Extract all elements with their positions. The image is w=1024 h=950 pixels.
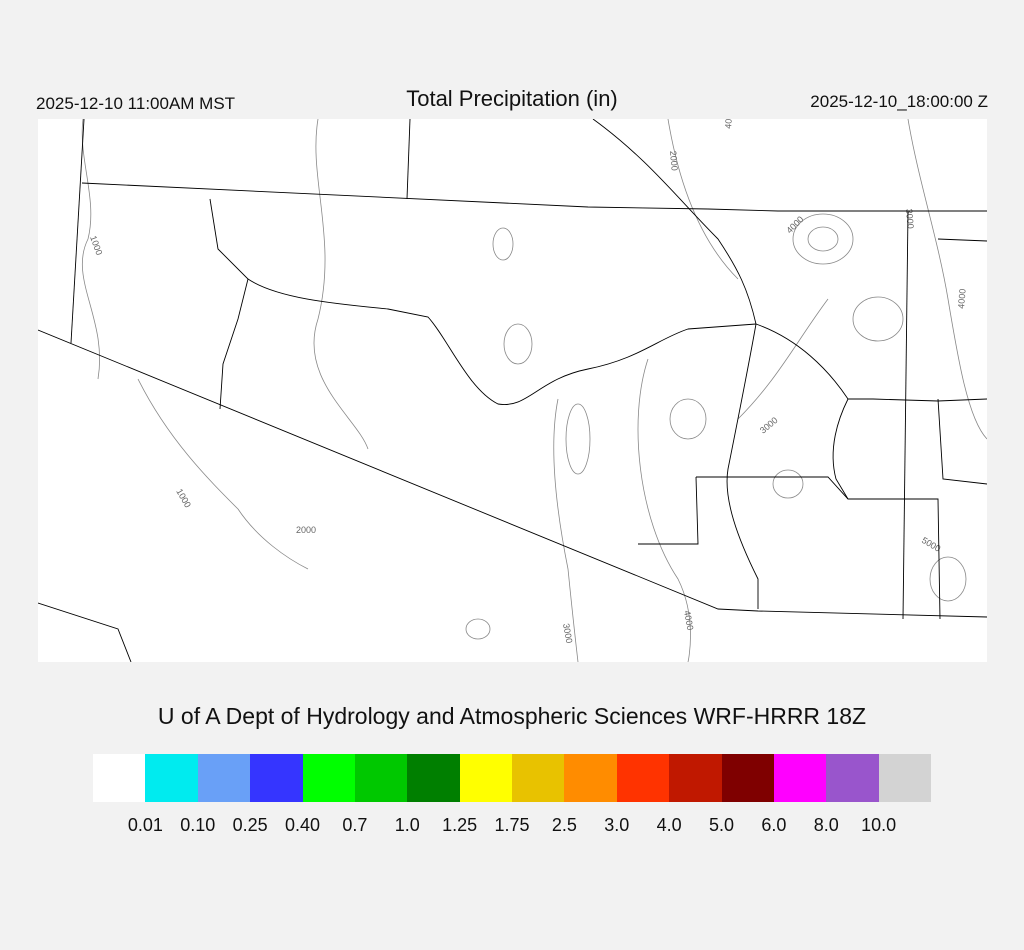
colorbar-label: 8.0 (813, 815, 839, 835)
contour-label: 2000 (296, 525, 316, 535)
colorbar-swatch (669, 754, 722, 802)
colorbar-labels: 0.01 0.10 0.25 0.40 0.7 1.0 1.25 1.75 2.5 3.0 4.0 5… (93, 815, 931, 839)
colorbar-label: 2.5 (551, 815, 577, 835)
map-svg: 1000 2000 3000 4000 5000 1000 2000 3000 … (37, 108, 988, 663)
colorbar-label: 1.75 (494, 815, 530, 835)
contour-label: 2000 (668, 150, 680, 171)
colorbar-label: 6.0 (761, 815, 787, 835)
contour-label: 4000 (956, 288, 968, 309)
chart-title: Total Precipitation (in) (406, 86, 618, 111)
colorbar-label: 5.0 (708, 815, 735, 835)
colorbar-swatch (197, 754, 251, 802)
colorbar-swatch (93, 754, 146, 802)
colorbar-swatch (459, 754, 512, 802)
colorbar (93, 754, 931, 802)
colorbar-swatch (302, 754, 355, 802)
colorbar-swatch (354, 754, 408, 802)
colorbar-label: 10.0 (861, 815, 897, 835)
model-subtitle: U of A Dept of Hydrology and Atmospheric… (157, 703, 867, 729)
contour-label: 1000 (88, 234, 104, 256)
contour-labels: 1000 2000 3000 4000 5000 1000 2000 3000 … (88, 108, 968, 644)
contour-label: 3000 (561, 623, 574, 644)
colorbar-swatch (826, 754, 879, 802)
colorbar-label: 0.25 (232, 815, 268, 835)
political-boundaries (37, 118, 988, 663)
colorbar-swatch (250, 754, 303, 802)
colorbar-label: 0.01 (127, 815, 163, 835)
utc-time: 2025-12-10_18:00:00 Z (810, 92, 988, 111)
colorbar-swatch (564, 754, 617, 802)
colorbar-swatch (407, 754, 460, 802)
elevation-contours (81, 118, 988, 663)
precipitation-map: 1000 2000 3000 4000 5000 1000 2000 3000 … (37, 108, 988, 663)
contour-label: 4000 (784, 214, 805, 235)
colorbar-swatch (721, 754, 774, 802)
colorbar-swatch (878, 754, 931, 802)
colorbar-label: 1.25 (442, 815, 478, 835)
colorbar-label: 3.0 (604, 815, 630, 835)
contour-label: 4000 (723, 119, 735, 129)
colorbar-swatch (512, 754, 565, 802)
contour-label: 3000 (758, 415, 780, 436)
contour-label: 1000 (174, 487, 193, 509)
colorbar-label: 0.7 (342, 815, 368, 835)
colorbar-label: 1.0 (394, 815, 420, 835)
colorbar-swatch (773, 754, 827, 802)
contour-label: 3000 (904, 208, 916, 229)
colorbar-label: 0.10 (180, 815, 216, 835)
local-time: 2025-12-10 11:00AM MST (36, 94, 236, 113)
contour-label: 4000 (682, 610, 695, 631)
colorbar-label: 4.0 (656, 815, 682, 835)
colorbar-swatch (145, 754, 198, 802)
colorbar-swatch (616, 754, 670, 802)
colorbar-label: 0.40 (284, 815, 321, 835)
